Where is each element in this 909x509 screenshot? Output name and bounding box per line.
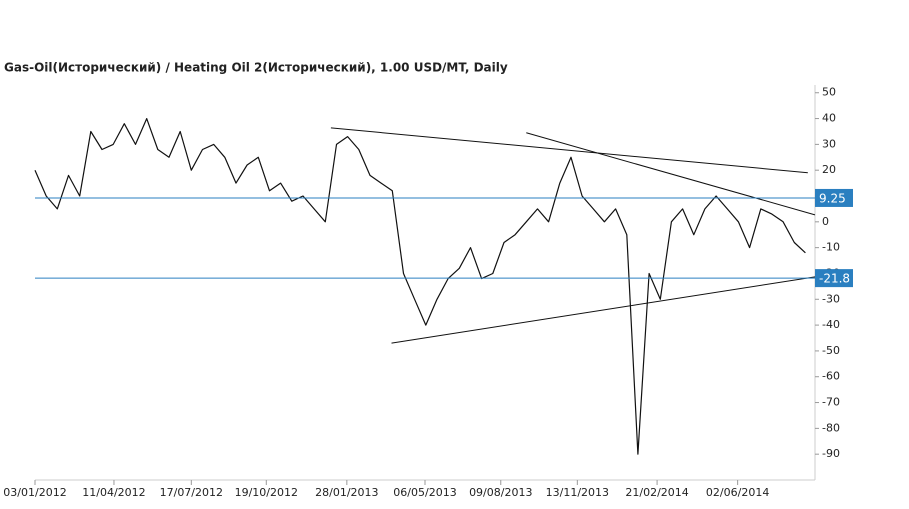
y-tick-label: 20 — [822, 163, 836, 176]
trend-line — [391, 276, 816, 344]
x-tick-label: 19/10/2012 — [235, 486, 298, 499]
y-tick-label: -80 — [822, 421, 840, 434]
y-tick-label: -70 — [822, 396, 840, 409]
y-tick-label: -10 — [822, 241, 840, 254]
x-tick-label: 02/06/2014 — [706, 486, 769, 499]
x-tick-label: 11/04/2012 — [82, 486, 145, 499]
x-tick-label: 03/01/2012 — [3, 486, 66, 499]
y-tick-label: -60 — [822, 370, 840, 383]
level-label-box — [815, 188, 853, 207]
x-tick-label: 21/02/2014 — [625, 486, 688, 499]
chart-title: Gas-Oil(Исторический) / Heating Oil 2(Ис… — [4, 61, 508, 75]
x-tick-label: 13/11/2013 — [546, 486, 609, 499]
y-tick-label: 50 — [822, 86, 836, 99]
y-tick-label: -40 — [822, 318, 840, 331]
y-tick-label: -90 — [822, 447, 840, 460]
level-label-box — [815, 269, 853, 288]
x-tick-label: 06/05/2013 — [393, 486, 456, 499]
price-line — [34, 118, 806, 455]
trend-line — [526, 132, 816, 216]
level-label: -21.8 — [819, 272, 850, 286]
y-tick-label: -30 — [822, 292, 840, 305]
y-tick-label: 30 — [822, 137, 836, 150]
y-tick-label: 0 — [822, 215, 829, 228]
y-tick-label: -50 — [822, 344, 840, 357]
x-tick-label: 09/08/2013 — [469, 486, 532, 499]
y-tick-label: 40 — [822, 112, 836, 125]
x-tick-label: 17/07/2012 — [160, 486, 223, 499]
level-label: 9.25 — [819, 191, 846, 205]
trend-line — [330, 127, 808, 174]
x-tick-label: 28/01/2013 — [315, 486, 378, 499]
